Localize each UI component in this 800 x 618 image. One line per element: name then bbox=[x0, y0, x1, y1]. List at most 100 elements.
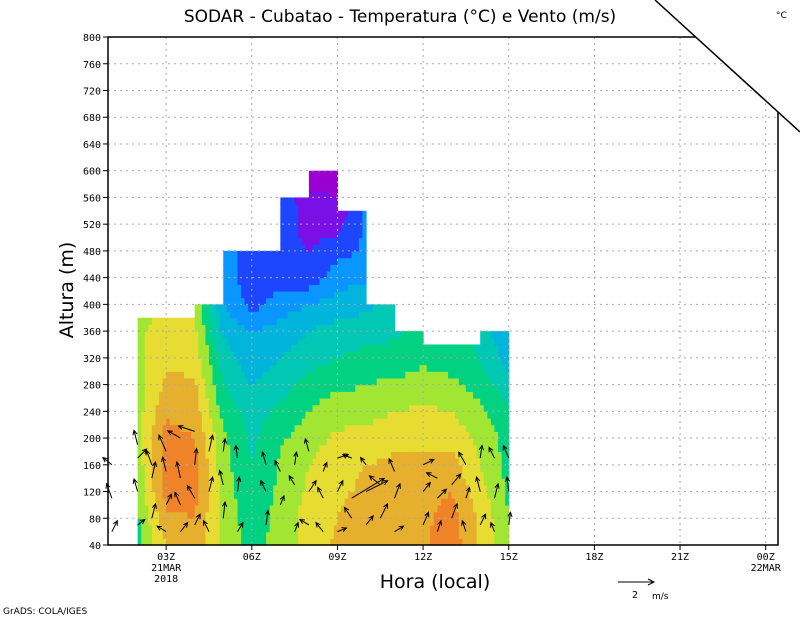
temperature-cell bbox=[291, 230, 296, 239]
temperature-cell bbox=[180, 317, 185, 326]
temperature-cell bbox=[323, 498, 328, 506]
temperature-cell bbox=[312, 197, 317, 205]
temperature-cell bbox=[159, 464, 164, 473]
temperature-cell bbox=[344, 264, 349, 272]
temperature-cell bbox=[283, 518, 289, 526]
temperature-cell bbox=[366, 498, 371, 506]
temperature-cell bbox=[226, 344, 231, 352]
temperature-cell bbox=[473, 451, 478, 459]
temperature-cell bbox=[205, 464, 210, 473]
temperature-cell bbox=[251, 264, 256, 272]
temperature-cell bbox=[183, 384, 189, 392]
temperature-cell bbox=[326, 384, 331, 392]
temperature-cell bbox=[201, 397, 207, 406]
wind-arrow-shaft bbox=[237, 477, 240, 492]
temperature-cell bbox=[312, 297, 317, 305]
temperature-cell bbox=[166, 344, 171, 352]
temperature-cell bbox=[141, 404, 146, 412]
temperature-cell bbox=[273, 377, 278, 386]
temperature-cell bbox=[301, 411, 306, 419]
temperature-cell bbox=[262, 297, 267, 305]
temperature-cell bbox=[312, 291, 317, 299]
temperature-cell bbox=[451, 471, 456, 479]
temperature-cell bbox=[187, 391, 192, 399]
temperature-cell bbox=[458, 391, 463, 399]
temperature-cell bbox=[469, 524, 474, 533]
temperature-cell bbox=[283, 418, 289, 426]
temperature-cell bbox=[362, 518, 367, 526]
temperature-cell bbox=[433, 431, 438, 439]
wind-arrow-head bbox=[425, 472, 432, 478]
temperature-cell bbox=[162, 438, 167, 446]
temperature-cell bbox=[230, 411, 235, 419]
temperature-cell bbox=[298, 444, 303, 453]
temperature-cell bbox=[330, 344, 335, 352]
temperature-cell bbox=[308, 317, 314, 326]
temperature-cell bbox=[266, 337, 271, 346]
temperature-cell bbox=[366, 464, 371, 473]
temperature-cell bbox=[166, 418, 171, 426]
temperature-cell bbox=[319, 197, 324, 205]
temperature-cell bbox=[269, 491, 274, 499]
temperature-cell bbox=[405, 384, 410, 392]
temperature-cell bbox=[298, 250, 303, 259]
temperature-cell bbox=[444, 524, 449, 533]
temperature-cell bbox=[387, 524, 392, 533]
temperature-cell bbox=[344, 297, 349, 305]
temperature-cell bbox=[358, 317, 364, 326]
temperature-cell bbox=[440, 377, 446, 386]
temperature-cell bbox=[330, 224, 335, 232]
temperature-cell bbox=[490, 464, 496, 473]
temperature-cell bbox=[383, 438, 389, 446]
temperature-cell bbox=[440, 524, 446, 533]
temperature-cell bbox=[241, 444, 246, 453]
temperature-cell bbox=[244, 351, 249, 359]
temperature-cell bbox=[505, 471, 510, 479]
temperature-cell bbox=[233, 524, 239, 533]
wind-arrow-shaft bbox=[208, 477, 214, 492]
wind-arrow-head bbox=[141, 448, 148, 454]
temperature-cell bbox=[308, 397, 314, 406]
temperature-cell bbox=[319, 458, 324, 466]
temperature-cell bbox=[487, 331, 492, 339]
temperature-cell bbox=[298, 504, 303, 513]
temperature-cell bbox=[230, 464, 235, 473]
temperature-cell bbox=[230, 250, 235, 259]
temperature-cell bbox=[266, 250, 271, 259]
temperature-cell bbox=[298, 210, 303, 219]
temperature-cell bbox=[351, 344, 356, 352]
temperature-cell bbox=[219, 331, 224, 339]
temperature-cell bbox=[176, 411, 182, 419]
temperature-cell bbox=[398, 431, 403, 439]
temperature-cell bbox=[255, 498, 260, 506]
temperature-cell bbox=[433, 384, 438, 392]
temperature-cell bbox=[151, 357, 157, 366]
temperature-cell bbox=[173, 384, 178, 392]
temperature-cell bbox=[276, 444, 281, 453]
wind-arrow-head bbox=[233, 444, 239, 451]
temperature-cell bbox=[169, 438, 174, 446]
temperature-cell bbox=[280, 524, 285, 533]
temperature-cell bbox=[476, 344, 481, 352]
temperature-cell bbox=[266, 524, 271, 533]
temperature-cell bbox=[205, 371, 210, 379]
temperature-cell bbox=[362, 337, 367, 346]
temperature-cell bbox=[159, 411, 164, 419]
temperature-cell bbox=[330, 277, 335, 285]
temperature-cell bbox=[237, 377, 242, 386]
temperature-cell bbox=[294, 491, 299, 499]
temperature-cell bbox=[216, 391, 221, 399]
temperature-cell bbox=[323, 451, 328, 459]
temperature-cell bbox=[291, 458, 296, 466]
wind-arrow-shaft bbox=[479, 445, 483, 459]
temperature-cell bbox=[301, 284, 306, 292]
temperature-cell bbox=[212, 444, 217, 453]
temperature-cell bbox=[341, 511, 346, 519]
wind-arrow-head bbox=[166, 430, 173, 436]
temperature-cell bbox=[415, 431, 421, 439]
temperature-cell bbox=[490, 351, 496, 359]
temperature-cell bbox=[398, 491, 403, 499]
temperature-cell bbox=[326, 217, 331, 225]
temperature-cell bbox=[162, 351, 167, 359]
temperature-cell bbox=[469, 351, 474, 359]
